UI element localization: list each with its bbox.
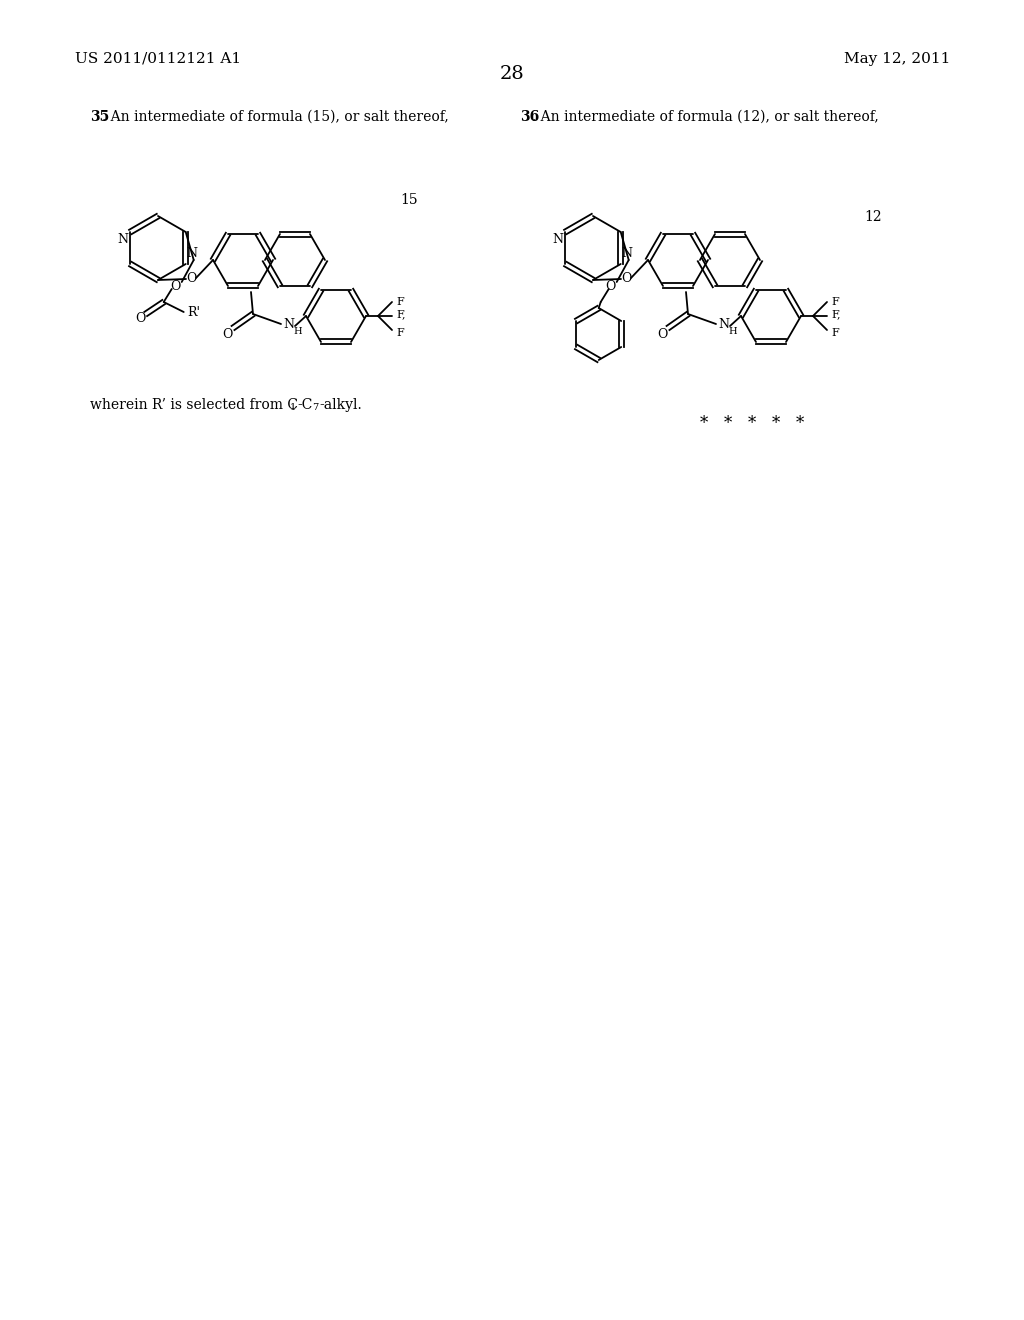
Text: 15: 15 (400, 193, 418, 207)
Text: F: F (396, 327, 403, 338)
Text: 12: 12 (864, 210, 882, 224)
Text: O: O (605, 280, 615, 293)
Text: O: O (656, 327, 668, 341)
Text: . An intermediate of formula (12), or salt thereof,: . An intermediate of formula (12), or sa… (532, 110, 879, 124)
Text: N: N (718, 318, 729, 330)
Text: -C: -C (297, 399, 312, 412)
Text: O: O (185, 272, 197, 285)
Text: 7: 7 (312, 403, 318, 412)
Text: F,: F, (831, 309, 841, 319)
Text: 35: 35 (90, 110, 110, 124)
Text: F,: F, (396, 309, 406, 319)
Text: N: N (283, 318, 294, 330)
Text: F: F (396, 297, 403, 308)
Text: N: N (186, 247, 198, 260)
Text: H: H (293, 327, 302, 337)
Text: O: O (222, 327, 232, 341)
Text: F: F (831, 327, 839, 338)
Text: N: N (118, 234, 128, 246)
Text: R': R' (187, 305, 201, 318)
Text: N: N (552, 234, 563, 246)
Text: 28: 28 (500, 65, 524, 83)
Text: US 2011/0112121 A1: US 2011/0112121 A1 (75, 51, 241, 66)
Text: 1: 1 (290, 403, 296, 412)
Text: F: F (831, 297, 839, 308)
Text: O: O (621, 272, 631, 285)
Text: May 12, 2011: May 12, 2011 (844, 51, 950, 66)
Text: . An intermediate of formula (15), or salt thereof,: . An intermediate of formula (15), or sa… (102, 110, 449, 124)
Text: H: H (728, 327, 736, 337)
Text: -alkyl.: -alkyl. (319, 399, 361, 412)
Text: 36: 36 (520, 110, 540, 124)
Text: N: N (622, 247, 633, 260)
Text: O: O (135, 313, 145, 326)
Text: *   *   *   *   *: * * * * * (700, 414, 804, 432)
Text: wherein R’ is selected from C: wherein R’ is selected from C (90, 399, 298, 412)
Text: O: O (171, 280, 181, 293)
